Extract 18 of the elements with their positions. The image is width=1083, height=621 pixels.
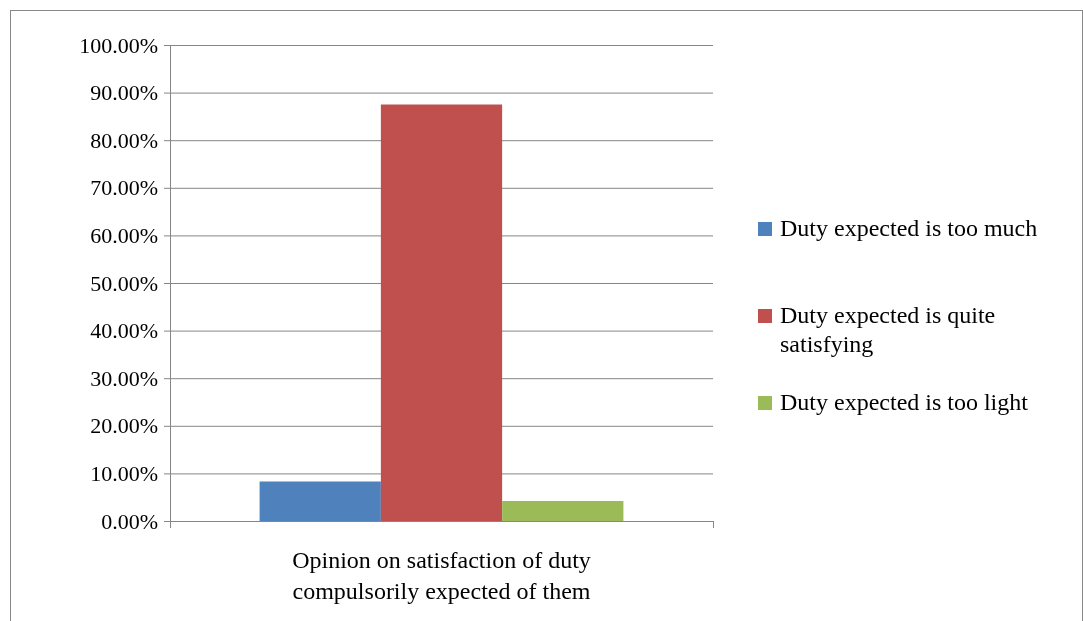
y-tick-label: 0.00% (101, 508, 158, 534)
y-tick-label: 80.00% (90, 127, 158, 153)
legend-label: Duty expected is too much (780, 214, 1038, 241)
y-tick-label: 30.00% (90, 365, 158, 391)
bar (380, 104, 503, 521)
y-tick-label: 40.00% (90, 318, 158, 344)
y-tick-label: 70.00% (90, 175, 158, 201)
y-tick-label: 50.00% (90, 270, 158, 296)
y-tick-label: 10.00% (90, 460, 158, 486)
x-tick-label: Opinion on satisfaction of duty compulsorily expected of them (292, 547, 591, 604)
y-tick-label: 100.00% (79, 32, 158, 58)
y-tick-label: 90.00% (90, 80, 158, 106)
legend-label: Duty expected is too light (780, 388, 1029, 415)
y-tick-label: 60.00% (90, 222, 158, 248)
y-tick-label: 20.00% (90, 413, 158, 439)
bar (259, 481, 381, 521)
legend-label: Duty expected is quite satisfying (780, 301, 996, 357)
bar (502, 501, 624, 521)
